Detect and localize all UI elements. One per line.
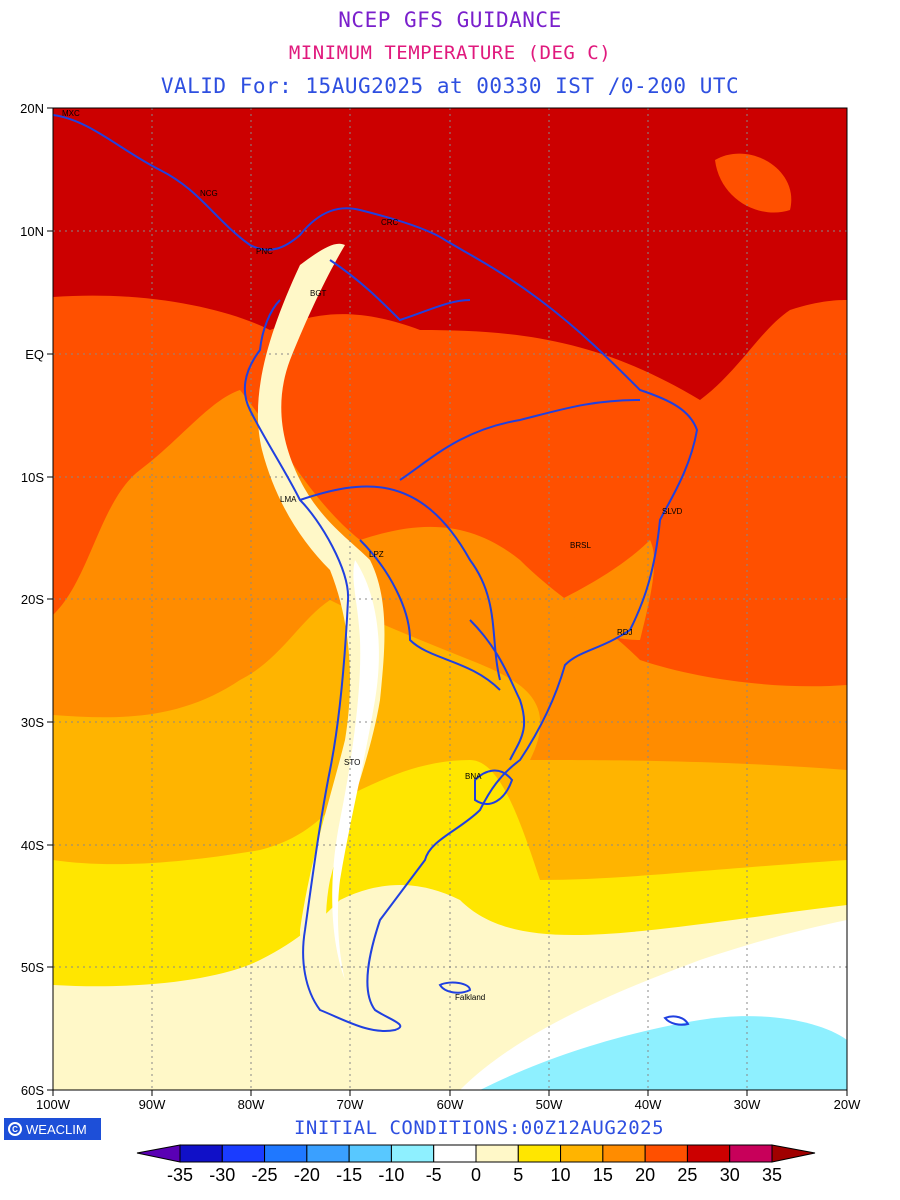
lon-label: 70W — [336, 1097, 364, 1112]
lon-label: 50W — [535, 1097, 563, 1112]
colorbar-cell — [686, 1144, 731, 1163]
city-label: LMA — [280, 495, 297, 504]
chart-title: NCEP GFS GUIDANCE — [338, 8, 562, 32]
colorbar-cells — [179, 1144, 773, 1163]
colorbar-cell — [433, 1144, 477, 1163]
colorbar-tick-label: 20 — [635, 1165, 656, 1185]
colorbar-cell — [306, 1144, 350, 1163]
lat-label: EQ — [25, 347, 44, 362]
city-labels: MXC NCG PNC CRC BGT LMA LPZ SLVD BRSL RD… — [62, 109, 683, 1002]
band-t-neg10-neg5 — [480, 1016, 847, 1090]
lon-label: 60W — [436, 1097, 464, 1112]
colorbar-cell — [560, 1144, 604, 1163]
colorbar-tick-label: 15 — [592, 1165, 613, 1185]
colorbar-tick-label: 0 — [470, 1165, 481, 1185]
lat-label: 40S — [20, 838, 44, 853]
city-label: BNA — [465, 772, 482, 781]
colorbar-tick-label: 10 — [550, 1165, 571, 1185]
lon-label: 80W — [237, 1097, 265, 1112]
lat-label: 20S — [20, 592, 44, 607]
colorbar-cell — [517, 1144, 562, 1163]
weaclim-logo[interactable]: C WEACLIM — [4, 1118, 101, 1140]
axis-ticks — [47, 107, 848, 1096]
colorbar-tick-label: -10 — [378, 1165, 405, 1185]
colorbar-cell — [644, 1144, 688, 1163]
valid-time: VALID For: 15AUG2025 at 00330 IST /0-200… — [160, 74, 740, 98]
city-label: MXC — [62, 109, 80, 118]
colorbar-under-arrow — [136, 1144, 181, 1163]
city-label: RDJ — [617, 628, 633, 637]
city-label: SLVD — [662, 507, 683, 516]
city-label: CRC — [381, 218, 399, 227]
initial-conditions: INITIAL CONDITIONS:00Z12AUG2025 — [293, 1117, 665, 1139]
city-label: Falkland — [455, 993, 485, 1002]
colorbar-tick-label: 35 — [761, 1165, 783, 1185]
colorbar-tick-label: 5 — [513, 1165, 524, 1185]
colorbar-tick-label: -5 — [425, 1165, 442, 1185]
lat-label: 10S — [20, 470, 44, 485]
colorbar-tick-label: -35 — [166, 1165, 193, 1185]
city-label: BRSL — [570, 541, 591, 550]
city-label: STO — [344, 758, 360, 767]
colorbar-tick-label: 30 — [719, 1165, 740, 1185]
lat-lon-grid — [53, 108, 847, 1090]
lat-label: 50S — [20, 960, 44, 975]
city-label: PNC — [256, 247, 273, 256]
colorbar-cell — [179, 1144, 223, 1163]
chart-subtitle: MINIMUM TEMPERATURE (DEG C) — [288, 42, 612, 64]
weaclim-logo-icon: C — [8, 1122, 22, 1136]
lon-label: 100W — [36, 1097, 70, 1112]
colorbar-cell — [264, 1144, 308, 1163]
lon-label: 40W — [634, 1097, 662, 1112]
band-t-20-25-patch — [715, 153, 792, 213]
lat-label: 10N — [20, 224, 44, 239]
logo-text: WEACLIM — [26, 1121, 87, 1137]
colorbar-tick-label: -25 — [251, 1165, 278, 1185]
colorbar-cell — [602, 1144, 646, 1163]
colorbar-over-arrow — [771, 1144, 816, 1163]
lon-label: 90W — [138, 1097, 166, 1112]
lat-label: 60S — [20, 1083, 44, 1098]
colorbar — [136, 1144, 816, 1163]
lat-label: 30S — [20, 715, 44, 730]
andes-snow-core — [332, 560, 379, 980]
coastlines — [53, 114, 699, 1032]
colorbar-cell — [729, 1144, 773, 1163]
city-label: LPZ — [369, 550, 384, 559]
colorbar-cell — [348, 1144, 392, 1163]
colorbar-tick-label: -30 — [209, 1165, 236, 1185]
lon-label: 20W — [833, 1097, 861, 1112]
colorbar-tick-label: 25 — [677, 1165, 698, 1185]
band-t-15-20-east — [560, 540, 655, 640]
colorbar-tick-label: -20 — [293, 1165, 320, 1185]
city-label: NCG — [200, 189, 218, 198]
colorbar-tick-label: -15 — [336, 1165, 363, 1185]
lat-label: 20N — [20, 101, 44, 116]
lon-label: 30W — [733, 1097, 761, 1112]
colorbar-cell — [221, 1144, 266, 1163]
city-label: BGT — [310, 289, 327, 298]
colorbar-cell — [390, 1144, 435, 1163]
colorbar-cell — [475, 1144, 519, 1163]
